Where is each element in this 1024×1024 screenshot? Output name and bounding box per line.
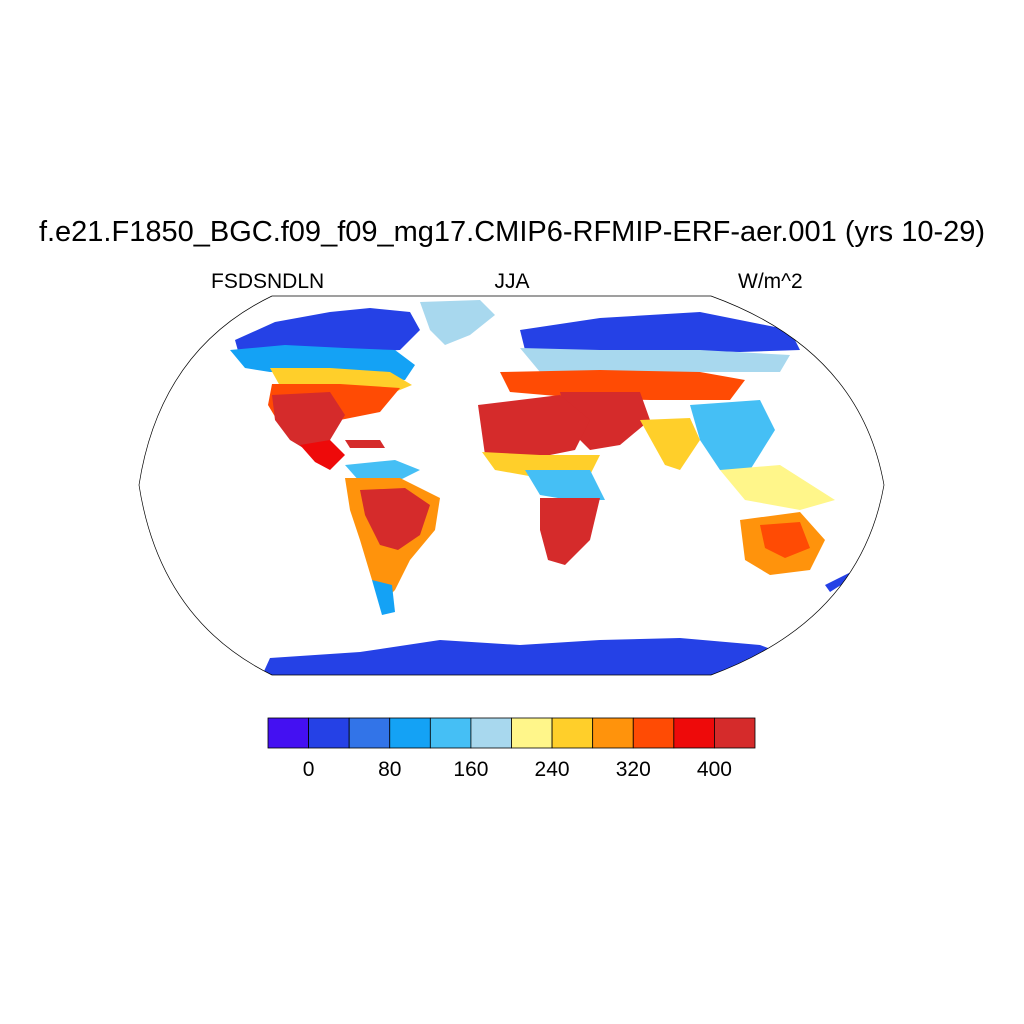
region-caribbean — [345, 440, 385, 448]
land-field — [230, 300, 855, 675]
region-southern-africa — [540, 498, 600, 565]
left-subtitle: FSDSNDLN — [211, 270, 325, 293]
colorbar-box — [551, 717, 594, 749]
colorbar-tick-label: 80 — [378, 758, 401, 781]
region-patagonia — [372, 580, 395, 615]
colorbar-tick-label: 240 — [535, 758, 570, 781]
colorbar-box — [348, 717, 391, 749]
region-siberia — [520, 312, 800, 352]
colorbar-tick-label: 0 — [303, 758, 315, 781]
colorbar-tick-label: 160 — [453, 758, 488, 781]
colorbar-box — [511, 717, 553, 749]
region-east-asia — [690, 400, 775, 470]
region-southeast-asia — [720, 465, 835, 510]
region-us-southwest — [272, 392, 345, 452]
region-australia-interior — [760, 522, 810, 558]
colorbar-box — [632, 717, 675, 749]
region-middle-east — [560, 392, 650, 450]
region-greenland — [420, 300, 495, 345]
region-north-eurasia — [520, 348, 790, 372]
colorbar-box — [429, 717, 472, 749]
colorbar-box — [673, 717, 715, 749]
center-subtitle: JJA — [494, 270, 530, 293]
colorbar-box — [308, 717, 350, 749]
colorbar-box — [592, 717, 634, 749]
region-south-america-north — [345, 460, 420, 482]
colorbar-box — [389, 717, 431, 749]
plot-title: f.e21.F1850_BGC.f09_f09_mg17.CMIP6-RFMIP… — [38, 216, 986, 248]
colorbar-box — [267, 717, 309, 749]
region-sahara — [478, 395, 590, 460]
colorbar-boxes — [267, 717, 756, 749]
region-central-africa — [525, 470, 605, 500]
globe-outline — [138, 295, 885, 676]
region-india — [640, 418, 700, 470]
region-brazil-core — [360, 488, 430, 550]
region-central-america — [300, 440, 345, 470]
colorbar-box — [714, 717, 756, 749]
colorbar-tick-label: 320 — [616, 758, 651, 781]
region-antarctica — [260, 638, 800, 675]
colorbar-labels: 0 80 160 240 320 400 — [303, 758, 732, 781]
region-new-zealand — [825, 570, 855, 592]
right-subtitle: W/m^2 — [738, 270, 803, 293]
colorbar-box — [470, 717, 512, 749]
colorbar-tick-label: 400 — [697, 758, 732, 781]
